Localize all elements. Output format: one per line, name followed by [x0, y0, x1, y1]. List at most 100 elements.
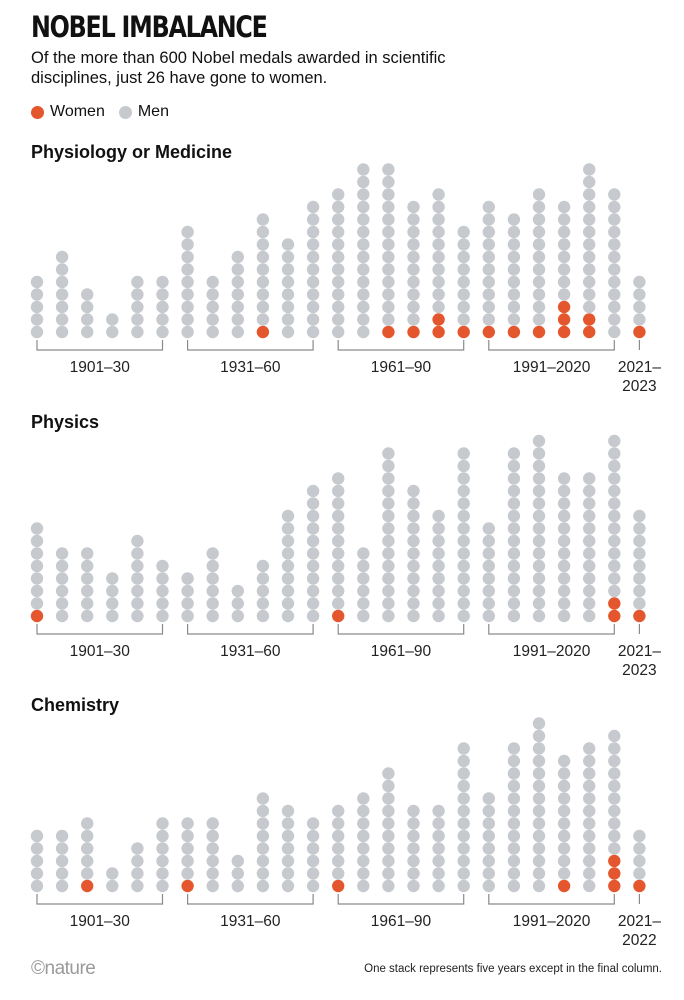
men-dot-physics: [281, 522, 295, 535]
men-dot-medicine: [608, 300, 621, 314]
men-dot-medicine: [507, 313, 521, 326]
men-dot-medicine: [633, 288, 646, 301]
men-dot-physics: [482, 547, 495, 560]
panel-title-medicine: Physiology or Medicine: [31, 142, 233, 162]
group-bracket-medicine: [488, 340, 615, 351]
men-dot-medicine: [608, 188, 621, 201]
men-dot-medicine: [457, 225, 470, 239]
men-dot-medicine: [81, 300, 94, 314]
men-dot-medicine: [181, 288, 194, 301]
men-dot-physics: [156, 572, 169, 585]
men-dot-medicine: [357, 250, 370, 264]
men-dot-medicine: [407, 288, 420, 301]
men-dot-chemistry: [81, 842, 94, 855]
men-dot-chemistry: [55, 829, 69, 843]
men-dot-medicine: [306, 238, 320, 251]
men-dot-medicine: [583, 213, 596, 226]
women-dot-medicine: [432, 313, 445, 326]
legend-women-label: Women: [50, 103, 105, 120]
men-dot-physics: [608, 572, 621, 585]
men-dot-chemistry: [156, 867, 169, 880]
men-dot-medicine: [281, 263, 295, 276]
group-label-physics: 1991–2020: [513, 643, 591, 660]
men-dot-physics: [332, 572, 345, 585]
men-dot-chemistry: [382, 779, 395, 793]
men-dot-physics: [432, 597, 445, 610]
men-dot-medicine: [608, 313, 621, 326]
legend-item-men: Men: [118, 103, 169, 121]
men-dot-medicine: [306, 275, 320, 289]
group-bracket-medicine: [337, 340, 465, 351]
men-dot-medicine: [332, 325, 345, 339]
men-dot-physics: [583, 559, 596, 573]
men-dot-medicine: [30, 288, 44, 301]
men-dot-chemistry: [583, 829, 596, 843]
men-dot-chemistry: [306, 817, 320, 830]
men-dot-chemistry: [357, 817, 370, 830]
men-dot-physics: [532, 447, 546, 460]
women-dot-medicine: [507, 325, 521, 339]
men-dot-physics: [306, 497, 320, 510]
men-dot-physics: [281, 509, 295, 523]
men-dot-chemistry: [81, 817, 94, 830]
men-dot-medicine: [332, 238, 345, 251]
men-dot-physics: [532, 584, 546, 598]
men-dot-medicine: [608, 275, 621, 289]
men-dot-chemistry: [382, 792, 395, 805]
men-dot-chemistry: [382, 804, 395, 818]
men-dot-medicine: [382, 275, 395, 289]
men-dot-chemistry: [281, 829, 295, 843]
men-dot-medicine: [357, 175, 370, 189]
men-dot-medicine: [231, 263, 244, 276]
women-dot-medicine: [583, 325, 596, 339]
group-label-chemistry: 1901–30: [70, 913, 131, 930]
men-dot-chemistry: [507, 754, 521, 768]
men-dot-physics: [156, 584, 169, 598]
men-dot-physics: [281, 559, 295, 573]
women-dot-medicine: [432, 325, 445, 339]
group-label-chemistry: 1961–90: [371, 913, 432, 930]
men-dot-chemistry: [156, 879, 169, 893]
men-dot-physics: [532, 472, 546, 485]
men-dot-physics: [256, 609, 270, 623]
men-dot-physics: [30, 584, 44, 598]
women-dot-chemistry: [332, 879, 345, 893]
men-dot-physics: [357, 584, 370, 598]
men-dot-chemistry: [608, 729, 621, 743]
women-dot-physics: [608, 609, 621, 623]
men-dot-chemistry: [482, 842, 495, 855]
men-dot-physics: [382, 509, 395, 523]
men-dot-physics: [306, 522, 320, 535]
men-dot-medicine: [306, 325, 320, 339]
group-bracket-medicine: [187, 340, 314, 351]
men-dot-physics: [457, 547, 470, 560]
men-dot-medicine: [357, 300, 370, 314]
men-dot-medicine: [357, 325, 370, 339]
men-dot-medicine: [357, 200, 370, 214]
men-dot-medicine: [608, 288, 621, 301]
men-dot-chemistry: [357, 792, 370, 805]
women-dot-chemistry: [608, 879, 621, 893]
men-dot-medicine: [583, 163, 596, 176]
men-dot-physics: [407, 484, 420, 498]
men-dot-medicine: [532, 213, 546, 226]
men-dot-medicine: [382, 313, 395, 326]
men-dot-medicine: [382, 288, 395, 301]
men-dot-medicine: [231, 300, 244, 314]
men-dot-medicine: [306, 200, 320, 214]
men-dot-chemistry: [306, 842, 320, 855]
men-dot-physics: [332, 484, 345, 498]
men-dot-medicine: [332, 313, 345, 326]
women-dot-physics: [608, 597, 621, 610]
men-dot-physics: [633, 572, 646, 585]
men-dot-chemistry: [583, 867, 596, 880]
group-bracket-chemistry: [187, 894, 314, 905]
men-dot-medicine: [131, 313, 144, 326]
men-dot-physics: [557, 572, 571, 585]
men-dot-chemistry: [457, 817, 470, 830]
men-dot-physics: [407, 547, 420, 560]
men-dot-physics: [583, 509, 596, 523]
men-dot-medicine: [55, 263, 69, 276]
men-dot-chemistry: [583, 779, 596, 793]
